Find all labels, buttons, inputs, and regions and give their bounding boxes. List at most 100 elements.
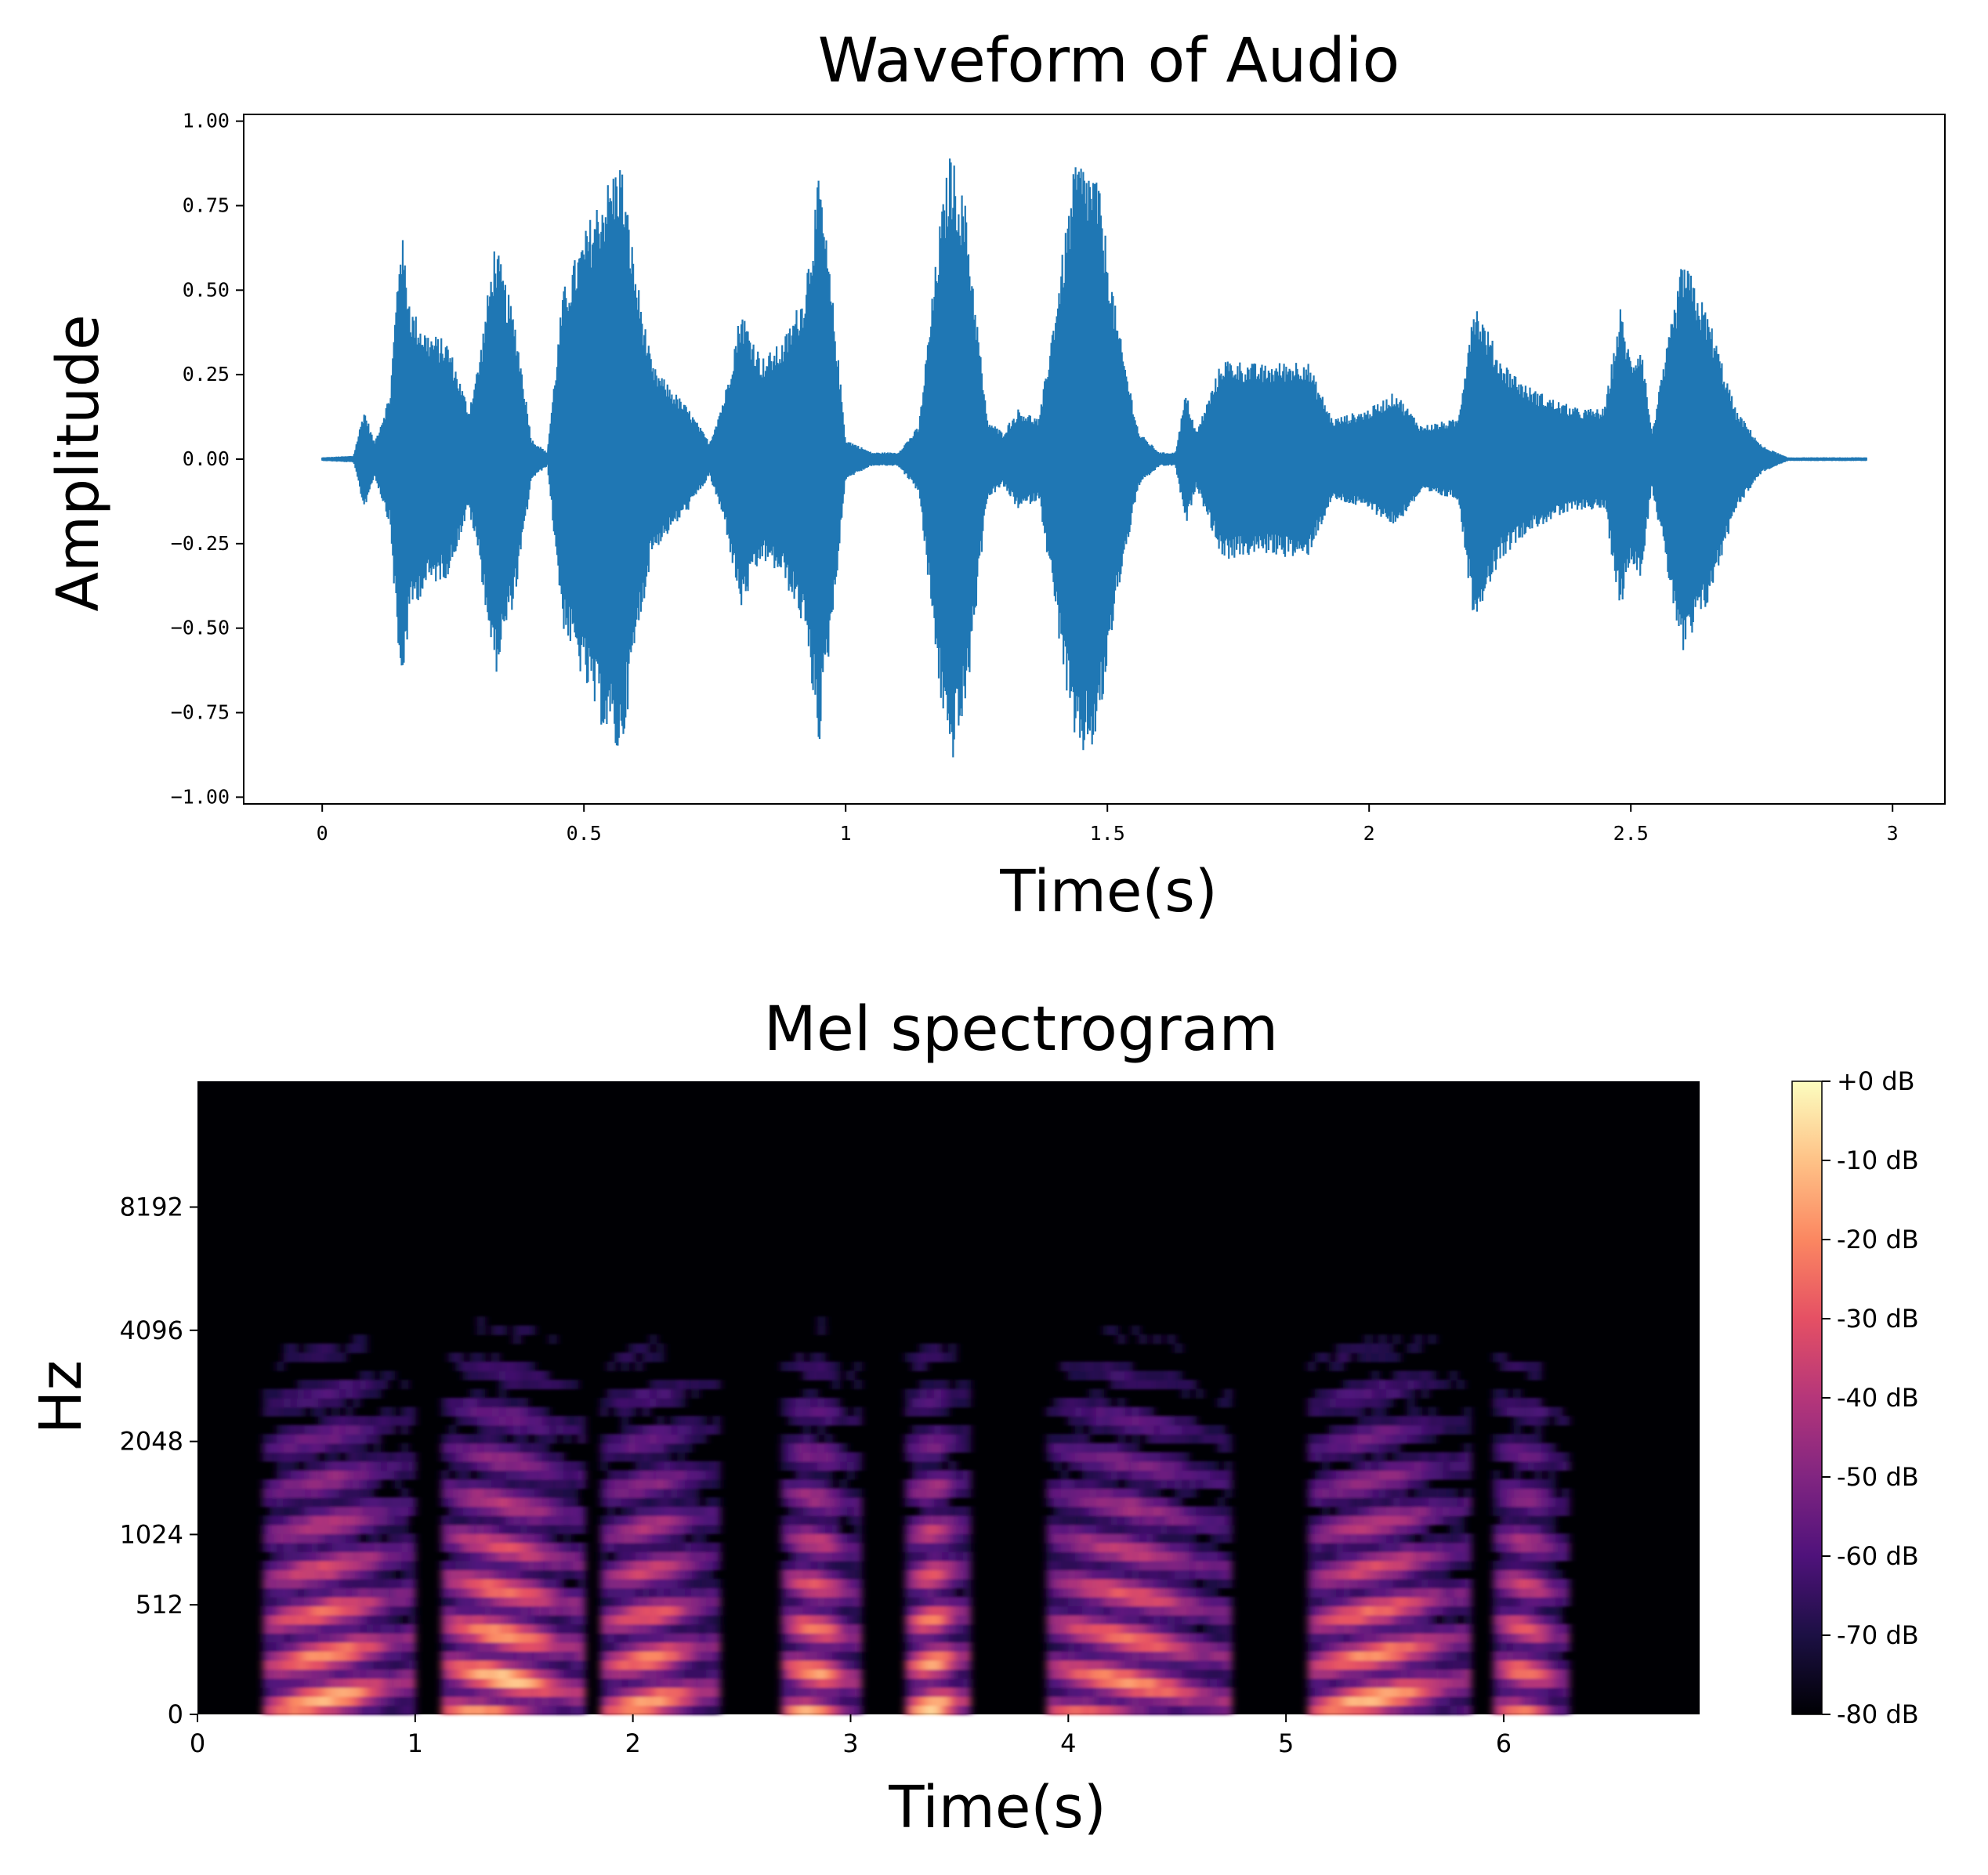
spectrogram-cell xyxy=(649,1605,657,1616)
spectrogram-cell xyxy=(802,1533,811,1544)
spectrogram-cell xyxy=(846,1452,855,1462)
spectrogram-cell xyxy=(1132,1424,1140,1435)
spectrogram-cell xyxy=(339,1651,347,1661)
spectrogram-cell xyxy=(505,1651,514,1661)
spectrogram-cell xyxy=(607,1497,615,1508)
spectrogram-cell xyxy=(1089,1361,1097,1372)
spectrogram-cell xyxy=(1182,1551,1190,1562)
spectrogram-cell xyxy=(549,1452,557,1462)
spectrogram-cell xyxy=(919,1551,928,1562)
spectrogram-cell xyxy=(1414,1479,1422,1490)
spectrogram-cell xyxy=(934,1388,943,1399)
spectrogram-cell xyxy=(556,1542,564,1552)
spectrogram-cell xyxy=(1322,1398,1330,1408)
spectrogram-cell xyxy=(691,1596,700,1607)
spectrogram-cell xyxy=(498,1406,507,1417)
spectrogram-cell xyxy=(1520,1596,1528,1607)
spectrogram-cell xyxy=(1175,1551,1182,1562)
spectrogram-cell xyxy=(1103,1569,1112,1580)
spectrogram-cell xyxy=(1175,1515,1182,1526)
spectrogram-cell xyxy=(1307,1633,1316,1643)
spectrogram-cell xyxy=(684,1470,693,1480)
spectrogram-cell xyxy=(1527,1524,1535,1534)
spectrogram-cell xyxy=(1046,1669,1055,1679)
spectrogram-cell xyxy=(1548,1406,1556,1417)
spectrogram-cell xyxy=(455,1678,464,1689)
spectrogram-cell xyxy=(477,1633,485,1643)
spectrogram-cell xyxy=(331,1434,340,1444)
spectrogram-cell xyxy=(1322,1352,1330,1363)
spectrogram-cell xyxy=(1414,1596,1422,1607)
spectrogram-cell xyxy=(1067,1515,1076,1526)
spectrogram-cell xyxy=(331,1533,340,1544)
spectrogram-cell xyxy=(290,1578,299,1589)
spectrogram-cell xyxy=(366,1533,375,1544)
spectrogram-cell xyxy=(1371,1678,1380,1689)
spectrogram-cell xyxy=(824,1551,833,1562)
spectrogram-cell xyxy=(1103,1424,1112,1435)
spectrogram-cell xyxy=(934,1569,943,1580)
colorbar-tick-label: -70 dB xyxy=(1837,1620,1919,1650)
spectrogram-cell xyxy=(1407,1424,1415,1435)
spectrogram-cell xyxy=(1443,1497,1450,1508)
spectrogram-cell xyxy=(1392,1461,1401,1471)
spectrogram-cell xyxy=(1357,1497,1366,1508)
waveform-ytick-label: −0.25 xyxy=(171,532,230,555)
spectrogram-cell xyxy=(934,1461,943,1471)
spectrogram-cell xyxy=(1421,1370,1429,1381)
spectrogram-cell xyxy=(684,1434,693,1444)
spectrogram-cell xyxy=(373,1696,382,1707)
spectrogram-cell xyxy=(1534,1596,1542,1607)
spectrogram-cell xyxy=(934,1524,943,1534)
spectrogram-cell xyxy=(1110,1551,1119,1562)
spectrogram-cell xyxy=(1400,1416,1408,1426)
spectrogram-cell xyxy=(839,1687,848,1697)
spectrogram-cell xyxy=(401,1642,409,1652)
spectrogram-cell xyxy=(366,1660,375,1670)
spectrogram-cell xyxy=(1527,1370,1535,1381)
spectrogram-cell xyxy=(934,1506,943,1516)
spectrogram-cell xyxy=(1167,1623,1175,1634)
spectrogram-cell xyxy=(1364,1497,1373,1508)
spectrogram-cell xyxy=(621,1605,629,1616)
spectrogram-cell xyxy=(1096,1687,1104,1697)
spectrogram-cell xyxy=(1392,1615,1401,1625)
spectrogram-cell xyxy=(1457,1578,1465,1589)
spectrogram-cell xyxy=(527,1461,536,1471)
spectrogram-cell xyxy=(780,1361,789,1372)
spectrogram-cell xyxy=(614,1479,622,1490)
spectrogram-cell xyxy=(1103,1578,1112,1589)
spectrogram-cell xyxy=(1385,1388,1394,1399)
spectrogram-cell xyxy=(1110,1560,1119,1571)
spectrogram-cell xyxy=(1089,1370,1097,1381)
spectrogram-cell xyxy=(1096,1605,1104,1616)
spectrogram-cell xyxy=(1555,1642,1563,1652)
spectrogram-cell xyxy=(649,1497,657,1508)
spectrogram-cell xyxy=(846,1669,855,1679)
spectrogram-cell xyxy=(1210,1615,1219,1625)
spectrogram-cell xyxy=(1322,1406,1330,1417)
spectrogram-cell xyxy=(549,1605,557,1616)
spectrogram-cell xyxy=(649,1651,657,1661)
spectrogram-cell xyxy=(1124,1416,1133,1426)
spectrogram-cell xyxy=(1407,1398,1415,1408)
spectrogram-cell xyxy=(570,1642,579,1652)
spectrogram-cell xyxy=(1182,1452,1190,1462)
spectrogram-cell xyxy=(663,1470,672,1480)
spectrogram-cell xyxy=(1167,1696,1175,1707)
spectrogram-cell xyxy=(1182,1651,1190,1661)
spectrogram-cell xyxy=(1307,1398,1316,1408)
spectrogram-cell xyxy=(1457,1424,1465,1435)
spectrogram-cell xyxy=(1196,1569,1204,1580)
spectrogram-cell xyxy=(963,1424,972,1435)
spectrogram-cell xyxy=(948,1388,957,1399)
spectrogram-cell xyxy=(1217,1578,1226,1589)
spectrogram-cell xyxy=(477,1587,485,1598)
spectrogram-cell xyxy=(1175,1687,1182,1697)
spectrogram-cell xyxy=(1117,1470,1126,1480)
spectrogram-cell xyxy=(1499,1705,1508,1715)
spectrogram-cell xyxy=(1081,1470,1090,1480)
spectrogram-cell xyxy=(455,1398,464,1408)
spectrogram-cell xyxy=(1336,1470,1345,1480)
spectrogram-cell xyxy=(677,1596,686,1607)
